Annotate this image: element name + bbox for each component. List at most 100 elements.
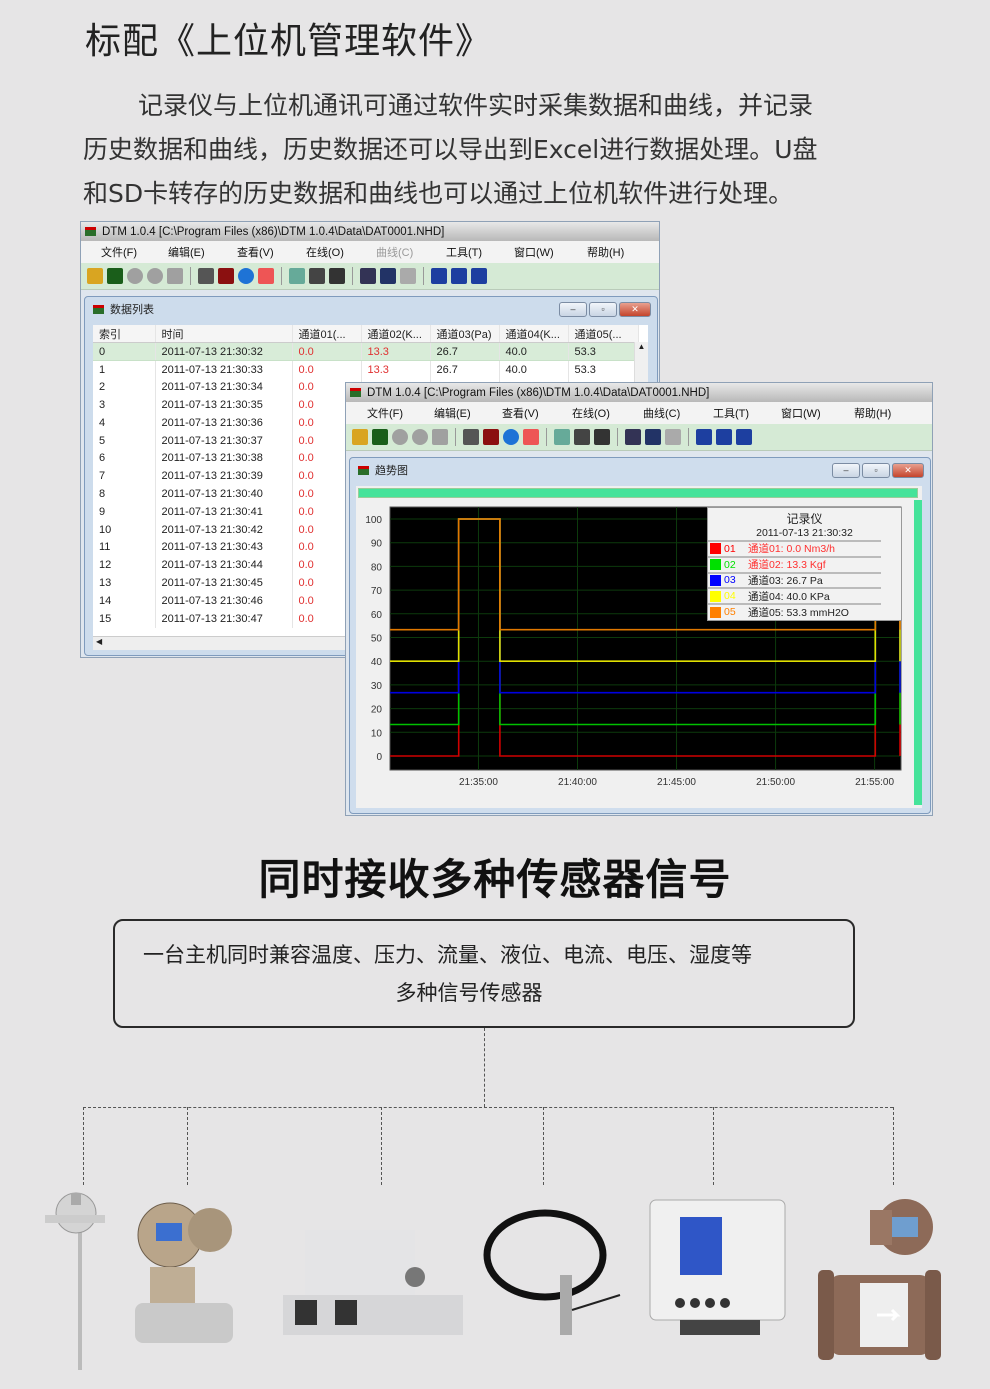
menu-curve[interactable]: 曲线(C) bbox=[643, 408, 681, 420]
pie-icon[interactable] bbox=[258, 268, 274, 284]
tile-vertical-icon[interactable] bbox=[736, 429, 752, 445]
toolbar-separator bbox=[423, 267, 424, 285]
close-button[interactable]: ✕ bbox=[619, 302, 651, 317]
toolbar-separator bbox=[546, 428, 547, 446]
menu-bar: 文件(F) 编辑(E) 查看(V) 在线(O) 曲线(C) 工具(T) 窗口(W… bbox=[346, 402, 932, 424]
info-icon[interactable] bbox=[503, 429, 519, 445]
table-cell: 2 bbox=[93, 378, 156, 397]
zoom-out-icon[interactable] bbox=[665, 429, 681, 445]
legend-swatch bbox=[710, 574, 721, 586]
stop-icon[interactable] bbox=[167, 268, 183, 284]
menu-window[interactable]: 窗口(W) bbox=[514, 247, 554, 259]
column-header[interactable]: 时间 bbox=[155, 325, 293, 344]
circle-icon[interactable] bbox=[412, 429, 428, 445]
export-icon[interactable] bbox=[289, 268, 305, 284]
title-bar[interactable]: DTM 1.0.4 [C:\Program Files (x86)\DTM 1.… bbox=[346, 383, 932, 402]
open-icon[interactable] bbox=[352, 429, 368, 445]
menu-window[interactable]: 窗口(W) bbox=[781, 408, 821, 420]
copy-icon[interactable] bbox=[625, 429, 641, 445]
time-scrollbar[interactable] bbox=[358, 488, 918, 498]
zoom-in-icon[interactable] bbox=[645, 429, 661, 445]
current-sensor bbox=[283, 1230, 463, 1335]
table-cell: 2011-07-13 21:30:34 bbox=[155, 378, 293, 397]
connector-line bbox=[187, 1107, 188, 1185]
open-icon[interactable] bbox=[87, 268, 103, 284]
table-cell: 2011-07-13 21:30:41 bbox=[155, 502, 293, 521]
zoom-in-icon[interactable] bbox=[380, 268, 396, 284]
sigma-icon[interactable] bbox=[483, 429, 499, 445]
menu-file[interactable]: 文件(F) bbox=[367, 408, 404, 420]
column-header[interactable]: 通道03(Pa) bbox=[430, 325, 500, 344]
column-header[interactable]: 索引 bbox=[93, 325, 156, 344]
x-tick-label: 21:55:00 bbox=[855, 777, 894, 788]
tile-horizontal-icon[interactable] bbox=[716, 429, 732, 445]
connector-line bbox=[484, 1028, 485, 1107]
menu-view[interactable]: 查看(V) bbox=[237, 247, 274, 259]
pie-icon[interactable] bbox=[523, 429, 539, 445]
chart-icon[interactable] bbox=[372, 429, 388, 445]
close-button[interactable]: ✕ bbox=[892, 463, 924, 478]
menu-view[interactable]: 查看(V) bbox=[502, 408, 539, 420]
column-header[interactable]: 通道04(K... bbox=[499, 325, 569, 344]
table-icon[interactable] bbox=[463, 429, 479, 445]
menu-edit[interactable]: 编辑(E) bbox=[434, 408, 471, 420]
restore-button[interactable]: ▫ bbox=[589, 302, 617, 317]
sigma-icon[interactable] bbox=[218, 268, 234, 284]
y-tick-label: 90 bbox=[371, 539, 383, 550]
circle-icon[interactable] bbox=[127, 268, 143, 284]
table-cell: 2011-07-13 21:30:32 bbox=[155, 342, 293, 362]
menu-file[interactable]: 文件(F) bbox=[101, 247, 138, 259]
x-tick-label: 21:45:00 bbox=[657, 777, 696, 788]
zoom-out-icon[interactable] bbox=[400, 268, 416, 284]
menu-edit[interactable]: 编辑(E) bbox=[168, 247, 205, 259]
y-tick-label: 80 bbox=[371, 562, 383, 573]
legend-swatch bbox=[710, 559, 721, 571]
menu-online[interactable]: 在线(O) bbox=[572, 408, 610, 420]
column-header[interactable]: 通道01(... bbox=[292, 325, 362, 344]
export-icon[interactable] bbox=[554, 429, 570, 445]
menu-tools[interactable]: 工具(T) bbox=[446, 247, 483, 259]
vertical-scrollbar[interactable] bbox=[914, 500, 922, 805]
tile-vertical-icon[interactable] bbox=[471, 268, 487, 284]
level-sensor bbox=[483, 1209, 621, 1335]
app-icon bbox=[85, 227, 96, 236]
menu-online[interactable]: 在线(O) bbox=[306, 247, 344, 259]
menu-tools[interactable]: 工具(T) bbox=[713, 408, 750, 420]
y-tick-label: 30 bbox=[371, 681, 383, 692]
table-row[interactable]: 1 2011-07-13 21:30:33 0.0 13.3 26.7 40.0 53.3 bbox=[93, 360, 639, 379]
print-icon[interactable] bbox=[574, 429, 590, 445]
stop-icon[interactable] bbox=[432, 429, 448, 445]
title-bar[interactable]: DTM 1.0.4 [C:\Program Files (x86)\DTM 1.… bbox=[81, 222, 659, 241]
column-header[interactable]: 通道05(... bbox=[568, 325, 639, 344]
circle-icon[interactable] bbox=[392, 429, 408, 445]
connector-line bbox=[543, 1107, 544, 1185]
column-header[interactable]: 通道02(K... bbox=[361, 325, 431, 344]
tile-horizontal-icon[interactable] bbox=[451, 268, 467, 284]
preview-icon[interactable] bbox=[594, 429, 610, 445]
copy-icon[interactable] bbox=[360, 268, 376, 284]
preview-icon[interactable] bbox=[329, 268, 345, 284]
menu-bar: 文件(F) 编辑(E) 查看(V) 在线(O) 曲线(C) 工具(T) 窗口(W… bbox=[81, 241, 659, 263]
table-cell: 14 bbox=[93, 591, 156, 610]
chart-icon[interactable] bbox=[107, 268, 123, 284]
plot-area bbox=[389, 506, 902, 771]
menu-curve[interactable]: 曲线(C) bbox=[376, 247, 414, 259]
restore-button[interactable]: ▫ bbox=[862, 463, 890, 478]
minimize-button[interactable]: – bbox=[832, 463, 860, 478]
cascade-icon[interactable] bbox=[431, 268, 447, 284]
menu-help[interactable]: 帮助(H) bbox=[587, 247, 625, 259]
legend-item: 04 通道04: 40.0 KPa bbox=[708, 587, 881, 603]
chart-legend: 记录仪 2011-07-13 21:30:32 01 通道01: 0.0 Nm3/… bbox=[707, 507, 902, 621]
table-row[interactable]: 0 2011-07-13 21:30:32 0.0 13.3 26.7 40.0 53.3 bbox=[93, 342, 639, 362]
table-cell: 2011-07-13 21:30:44 bbox=[155, 556, 293, 575]
print-icon[interactable] bbox=[309, 268, 325, 284]
data-list-title: 数据列表 bbox=[110, 304, 154, 316]
table-cell: 11 bbox=[93, 538, 156, 557]
cascade-icon[interactable] bbox=[696, 429, 712, 445]
circle-icon[interactable] bbox=[147, 268, 163, 284]
info-icon[interactable] bbox=[238, 268, 254, 284]
menu-help[interactable]: 帮助(H) bbox=[854, 408, 892, 420]
table-cell: 5 bbox=[93, 431, 156, 450]
table-icon[interactable] bbox=[198, 268, 214, 284]
minimize-button[interactable]: – bbox=[559, 302, 587, 317]
